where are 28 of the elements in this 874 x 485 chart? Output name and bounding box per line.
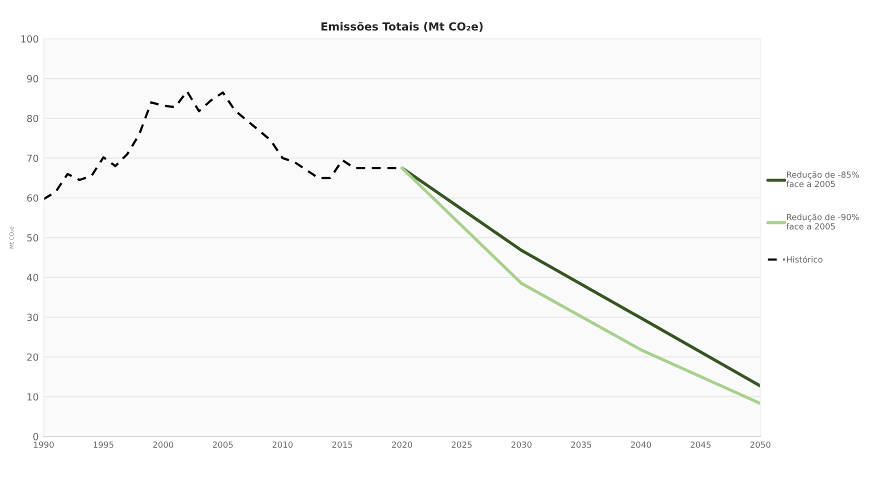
y-tick-label: 20	[27, 353, 38, 361]
x-tick-label: 2020	[392, 442, 412, 448]
legend-label: Redução de -85% face a 2005	[786, 171, 859, 188]
x-tick-label: 2015	[332, 442, 352, 448]
legend-label: Redução de -90% face a 2005	[786, 214, 859, 230]
y-tick-label: 60	[27, 194, 38, 202]
y-tick-label: 10	[28, 393, 38, 401]
x-tick-label: 1995	[94, 442, 114, 448]
legend-label: Histórico	[787, 256, 822, 263]
y-tick-label: 90	[27, 75, 38, 82]
x-tick-label: 1990	[34, 442, 54, 448]
x-tick-label: 2040	[630, 442, 651, 448]
x-tick-label: 2025	[452, 442, 472, 448]
x-tick-label: 2035	[571, 442, 592, 448]
y-tick-label: 30	[27, 314, 38, 322]
x-tick-label: 2030	[511, 442, 532, 448]
y-tick-label: 0	[33, 432, 38, 440]
x-tick-label: 2050	[750, 442, 770, 448]
chart-title: Emissões Totais (Mt CO₂e)	[322, 22, 483, 32]
y-tick-label: 50	[27, 234, 38, 242]
y-tick-label: 40	[26, 274, 38, 282]
y-tick-label: 80	[27, 114, 38, 122]
x-tick-label: 2000	[153, 442, 174, 448]
x-tick-label: 2010	[272, 442, 293, 448]
x-tick-label: 2005	[212, 442, 233, 448]
y-tick-label: 70	[27, 154, 38, 162]
y-tick-label: 100	[21, 35, 38, 43]
x-tick-label: 2045	[690, 442, 711, 448]
